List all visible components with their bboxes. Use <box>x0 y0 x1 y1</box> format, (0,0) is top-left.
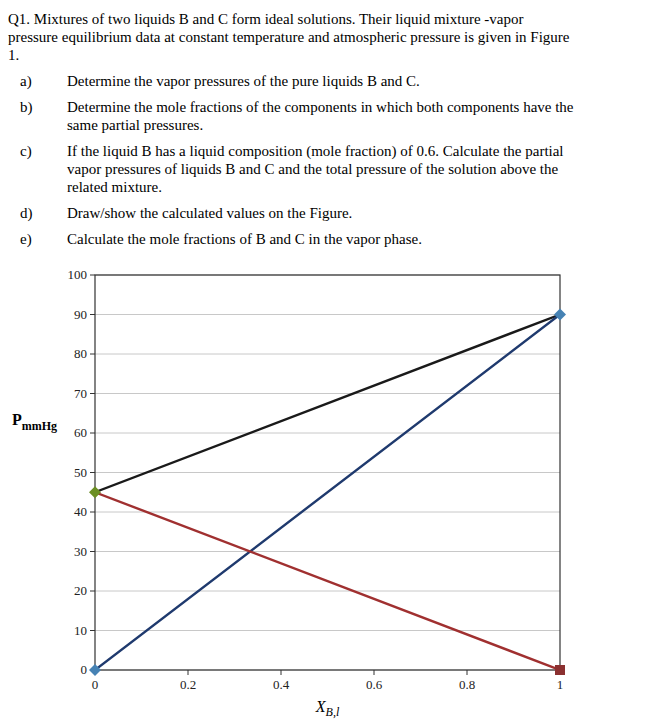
question-line: Calculate the mole fractions of B and C … <box>67 231 422 247</box>
question-label: d) <box>20 205 33 222</box>
question-line: vapor pressures of liquids B and C and t… <box>67 161 558 177</box>
tick-label: 70 <box>74 386 87 401</box>
question-line: pressure equilibrium data at constant te… <box>8 29 570 45</box>
question-line: Q1. Mixtures of two liquids B and C form… <box>8 11 524 27</box>
tick-label: 0.8 <box>459 677 475 692</box>
data-point <box>554 309 566 321</box>
grid-line <box>95 433 560 434</box>
tick-label: 0 <box>92 677 99 692</box>
data-line <box>95 315 560 493</box>
grid-line <box>95 591 560 592</box>
data-point <box>555 665 565 675</box>
question-line: If the liquid B has a liquid composition… <box>67 143 564 160</box>
grid-line <box>95 630 560 631</box>
question-label: e) <box>20 231 32 248</box>
tick-label: 20 <box>74 583 87 598</box>
points <box>89 309 566 677</box>
tick-mark <box>90 354 95 355</box>
tick-label: 0 <box>81 662 88 677</box>
tick-label: 30 <box>74 544 87 559</box>
tick-mark <box>374 670 375 675</box>
question-label: b) <box>20 99 33 116</box>
tick-mark <box>90 314 95 315</box>
tick-label: 90 <box>74 307 87 322</box>
question-line: Determine the vapor pressures of the pur… <box>67 73 420 89</box>
grid-line <box>95 354 560 355</box>
tick-label: 50 <box>74 465 87 480</box>
tick-mark <box>90 275 95 276</box>
tick-mark <box>188 670 189 675</box>
question-label: a) <box>20 73 32 90</box>
tick-mark <box>90 393 95 394</box>
tick-mark <box>90 551 95 552</box>
tick-mark <box>281 670 282 675</box>
tick-label: 0.4 <box>273 677 290 692</box>
y-axis-label-sub: mmHg <box>22 419 57 433</box>
tick-label: 0.2 <box>180 677 196 692</box>
tick-mark <box>90 512 95 513</box>
data-line <box>95 492 560 670</box>
question-line: related mixture. <box>67 179 162 195</box>
chart: 0 10 20 30 40 50 60 70 80 90 100 0 0.2 0.4 0.6 0.8 1 XB,l… <box>12 267 566 719</box>
x-axis-label: XB,l <box>315 698 340 719</box>
tick-mark <box>467 670 468 675</box>
tick-label: 60 <box>74 425 87 440</box>
tick-label: 100 <box>68 267 88 282</box>
data-line <box>95 315 560 671</box>
lines <box>95 315 560 671</box>
tick-mark <box>90 433 95 434</box>
question-line: Draw/show the calculated values on the F… <box>67 205 352 221</box>
grid-line <box>95 472 560 473</box>
grid-line <box>95 393 560 394</box>
tick-mark <box>90 472 95 473</box>
data-point <box>89 486 101 498</box>
tick-label: 40 <box>74 504 87 519</box>
y-axis-label: PmmHg <box>12 411 57 433</box>
tick-label: 80 <box>74 346 87 361</box>
question-line: same partial pressures. <box>67 117 203 133</box>
question-line: 1. <box>8 47 19 63</box>
tick-label: 0.6 <box>366 677 383 692</box>
tick-mark <box>90 630 95 631</box>
plot-frame <box>95 275 560 670</box>
tick-mark <box>90 591 95 592</box>
page: Q1. Mixtures of two liquids B and C form… <box>0 0 671 727</box>
grid-line <box>95 314 560 315</box>
data-point <box>89 664 101 676</box>
question-label: c) <box>20 143 32 160</box>
tick-label: 1 <box>557 677 564 692</box>
question-line: Determine the mole fractions of the comp… <box>67 99 574 115</box>
grid-line <box>95 551 560 552</box>
grid-line <box>95 512 560 513</box>
x-axis-label-sub: B,l <box>326 705 340 719</box>
tick-label: 10 <box>74 623 87 638</box>
question-text: Q1. Mixtures of two liquids B and C form… <box>8 11 574 248</box>
plot-background <box>95 275 560 670</box>
